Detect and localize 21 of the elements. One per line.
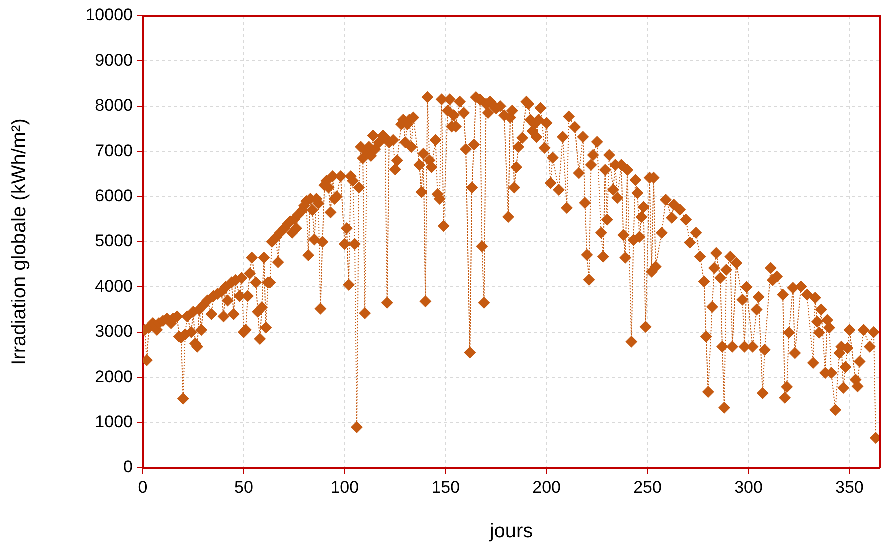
y-tick-label: 7000 [95, 141, 133, 160]
x-axis-title: jours [488, 520, 534, 543]
y-tick-label: 2000 [95, 367, 133, 386]
x-tick-label: 150 [432, 478, 460, 497]
y-tick-label: 4000 [95, 276, 133, 296]
y-tick-label: 8000 [95, 96, 133, 116]
y-tick-label: 3000 [95, 322, 133, 342]
x-tick-label: 0 [138, 478, 148, 497]
y-tick-label: 0 [124, 458, 133, 477]
y-tick-label: 6000 [95, 186, 133, 206]
x-tick-label: 350 [836, 478, 864, 497]
x-tick-label: 200 [532, 478, 562, 497]
y-tick-label: 9000 [95, 50, 133, 70]
y-tick-label: 5000 [95, 232, 133, 251]
y-tick-label: 1000 [95, 412, 133, 432]
x-tick-label: 100 [330, 478, 360, 497]
x-tick-label: 250 [634, 478, 662, 497]
y-axis-title: Irradiation globale (kWh/m²) [8, 118, 31, 366]
x-tick-label: 50 [234, 478, 254, 497]
x-tick-label: 300 [734, 478, 763, 497]
y-tick-label: 10000 [86, 6, 133, 25]
